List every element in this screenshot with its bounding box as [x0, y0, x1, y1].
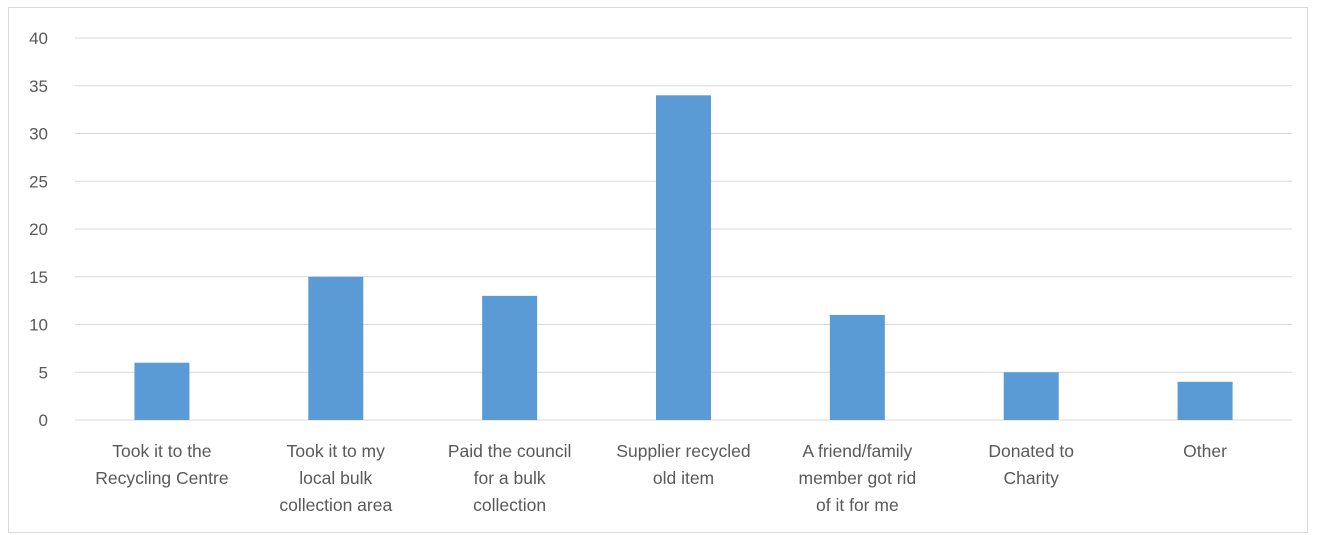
x-category-label: Took it to my local bulk collection area [279, 441, 392, 515]
x-category-label: Other [1183, 441, 1227, 461]
bar [482, 295, 538, 420]
y-tick-label: 15 [29, 268, 48, 287]
bar [134, 362, 190, 420]
y-tick-label: 40 [29, 29, 48, 48]
bar [656, 95, 711, 421]
x-category-label: Donated to Charity [988, 441, 1074, 488]
x-category-label: A friend/family member got rid of it for m… [799, 441, 917, 515]
y-tick-label: 35 [29, 77, 48, 96]
x-category-label: Paid the council for a bulk collection [448, 441, 572, 515]
y-tick-label: 10 [29, 316, 48, 335]
x-category-label: Took it to the Recycling Centre [95, 441, 228, 488]
bar [1003, 372, 1059, 420]
y-tick-label: 30 [29, 125, 48, 144]
bar [308, 276, 364, 420]
x-category-label: Supplier recycled old item [616, 441, 750, 488]
y-tick-label: 20 [29, 220, 48, 239]
bar [829, 314, 885, 420]
x-axis-category-labels: Took it to the Recycling Centre Took it to… [95, 441, 1227, 515]
y-tick-label: 25 [29, 172, 48, 191]
y-tick-label: 0 [39, 411, 48, 430]
y-axis-tick-labels: 0 5 10 15 20 25 30 35 40 [29, 29, 48, 430]
bar [1177, 381, 1233, 420]
bars [134, 95, 1233, 421]
y-tick-label: 5 [39, 363, 48, 382]
